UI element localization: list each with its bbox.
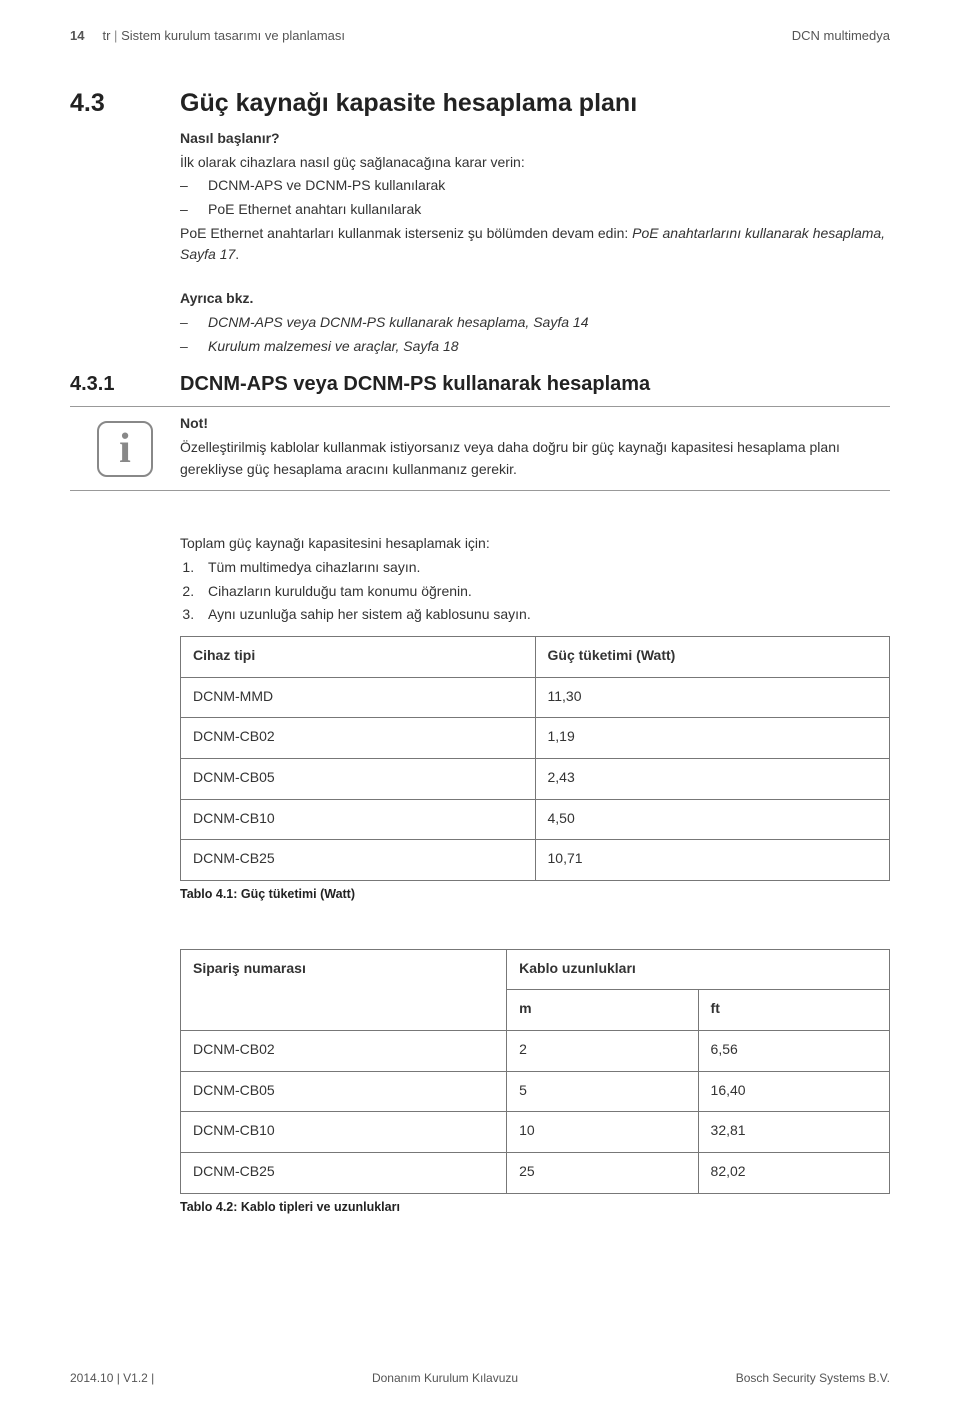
calc-intro-text: Toplam güç kaynağı kapasitesini hesaplam… [180, 533, 890, 555]
list-item: Tüm multimedya cihazlarını sayın. [198, 557, 890, 579]
see-also-heading: Ayrıca bkz. [180, 288, 890, 310]
power-consumption-table: Cihaz tipi Güç tüketimi (Watt) DCNM-MMD1… [180, 636, 890, 881]
footer-doc-title: Donanım Kurulum Kılavuzu [372, 1371, 518, 1385]
page-number: 14 [70, 28, 84, 43]
list-item: PoE Ethernet anahtarı kullanılarak [180, 199, 890, 221]
table-row: DCNM-CB2510,71 [181, 840, 890, 881]
table-caption: Tablo 4.1: Güç tüketimi (Watt) [180, 885, 890, 904]
table-row: DCNM-CB021,19 [181, 718, 890, 759]
table-caption: Tablo 4.2: Kablo tipleri ve uzunlukları [180, 1198, 890, 1217]
list-item: DCNM-APS ve DCNM-PS kullanılarak [180, 175, 890, 197]
list-item: Kurulum malzemesi ve araçlar, Sayfa 18 [180, 336, 890, 358]
page-header: 14 tr | Sistem kurulum tasarımı ve planl… [70, 28, 890, 43]
table-row: DCNM-CB0226,56 [181, 1030, 890, 1071]
poe-continuation-text: PoE Ethernet anahtarları kullanmak ister… [180, 223, 890, 266]
list-item: Aynı uzunluğa sahip her sistem ağ kablos… [198, 604, 890, 626]
header-product: DCN multimedya [792, 28, 890, 43]
page-footer: 2014.10 | V1.2 | Donanım Kurulum Kılavuz… [70, 1365, 890, 1385]
intro-text: İlk olarak cihazlara nasıl güç sağlanaca… [180, 152, 890, 174]
table-row: DCNM-CB05516,40 [181, 1071, 890, 1112]
section-title: Güç kaynağı kapasite hesaplama planı [180, 89, 637, 118]
section-4-3-1-header: 4.3.1 DCNM-APS veya DCNM-PS kullanarak h… [70, 373, 890, 396]
footer-date-version: 2014.10 | V1.2 | [70, 1371, 154, 1385]
table-row: DCNM-CB052,43 [181, 759, 890, 800]
list-item: DCNM-APS veya DCNM-PS kullanarak hesapla… [180, 312, 890, 334]
note-box: i Not! Özelleştirilmiş kablolar kullanma… [70, 406, 890, 491]
see-also-list: DCNM-APS veya DCNM-PS kullanarak hesapla… [180, 312, 890, 357]
table-subheader: m [507, 990, 698, 1031]
footer-company: Bosch Security Systems B.V. [736, 1371, 890, 1385]
table-header: Sipariş numarası [181, 949, 507, 1030]
section-title: DCNM-APS veya DCNM-PS kullanarak hesapla… [180, 373, 650, 396]
calc-steps-list: Tüm multimedya cihazlarını sayın. Cihazl… [180, 557, 890, 626]
header-breadcrumb: tr | Sistem kurulum tasarımı ve planlama… [102, 28, 345, 43]
table-header: Cihaz tipi [181, 637, 536, 678]
how-to-start-heading: Nasıl başlanır? [180, 128, 890, 150]
table-row: DCNM-CB252582,02 [181, 1152, 890, 1193]
table-row: DCNM-MMD11,30 [181, 677, 890, 718]
table-row: DCNM-CB104,50 [181, 799, 890, 840]
cable-length-table: Sipariş numarası Kablo uzunlukları m ft … [180, 949, 890, 1194]
section-number: 4.3.1 [70, 373, 180, 396]
table-row: DCNM-CB101032,81 [181, 1112, 890, 1153]
table-header: Kablo uzunlukları [507, 949, 890, 990]
power-options-list: DCNM-APS ve DCNM-PS kullanılarak PoE Eth… [180, 175, 890, 220]
table-header: Güç tüketimi (Watt) [535, 637, 890, 678]
table-subheader: ft [698, 990, 889, 1031]
list-item: Cihazların kurulduğu tam konumu öğrenin. [198, 581, 890, 603]
note-title: Not! [180, 413, 890, 435]
note-body-text: Özelleştirilmiş kablolar kullanmak istiy… [180, 437, 890, 480]
section-number: 4.3 [70, 89, 180, 118]
info-icon: i [97, 421, 153, 477]
section-4-3-header: 4.3 Güç kaynağı kapasite hesaplama planı [70, 89, 890, 118]
